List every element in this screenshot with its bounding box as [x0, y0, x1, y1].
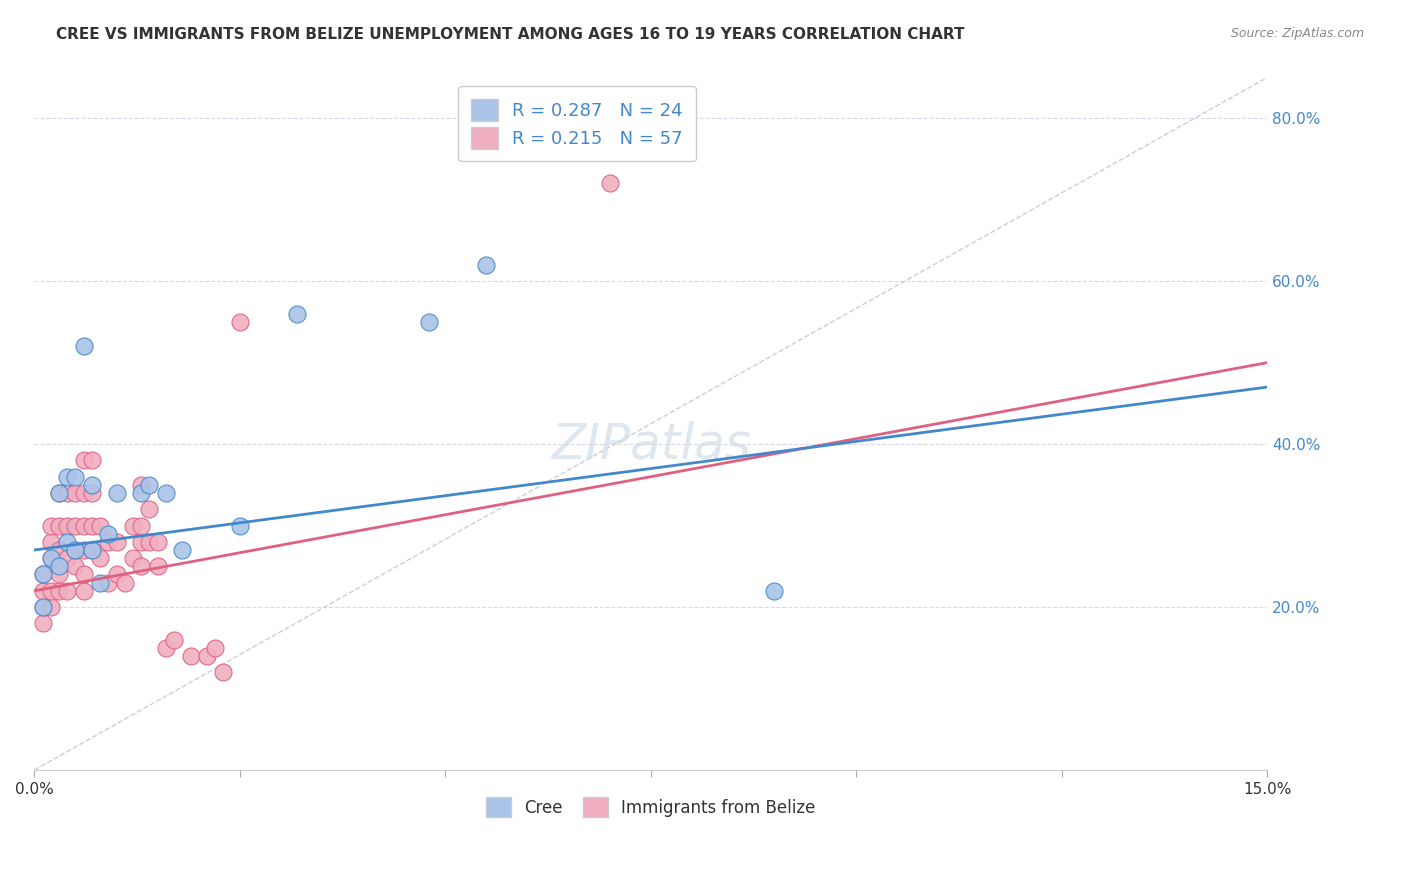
Point [97, 526, 120, 541]
Point [39, 534, 62, 549]
Point [172, 543, 194, 558]
Point [73, 518, 96, 533]
Point [89, 551, 111, 566]
Point [105, 534, 128, 549]
Point [73, 339, 96, 353]
Point [129, 534, 152, 549]
Point [48, 559, 70, 574]
Point [204, 640, 226, 655]
Point [48, 567, 70, 582]
Point [155, 640, 177, 655]
Point [80, 543, 103, 558]
Point [65, 486, 87, 500]
Point [122, 518, 145, 533]
Point [146, 559, 169, 574]
Point [73, 453, 96, 467]
Point [89, 518, 111, 533]
Point [229, 315, 252, 329]
Point [39, 600, 62, 615]
Point [80, 486, 103, 500]
Point [763, 583, 786, 598]
Point [195, 648, 218, 663]
Legend: Cree, Immigrants from Belize: Cree, Immigrants from Belize [479, 790, 823, 824]
Point [56, 518, 79, 533]
Point [475, 258, 498, 272]
Point [39, 551, 62, 566]
Point [122, 551, 145, 566]
Point [89, 575, 111, 590]
Point [31, 583, 53, 598]
Point [65, 469, 87, 483]
Point [229, 518, 252, 533]
Point [418, 315, 440, 329]
Text: ZIPatlas: ZIPatlas [551, 420, 751, 468]
Point [31, 600, 53, 615]
Point [48, 543, 70, 558]
Point [48, 486, 70, 500]
Point [80, 543, 103, 558]
Point [65, 559, 87, 574]
Text: CREE VS IMMIGRANTS FROM BELIZE UNEMPLOYMENT AMONG AGES 16 TO 19 YEARS CORRELATIO: CREE VS IMMIGRANTS FROM BELIZE UNEMPLOYM… [56, 27, 965, 42]
Point [39, 518, 62, 533]
Point [56, 469, 79, 483]
Point [105, 486, 128, 500]
Point [599, 177, 621, 191]
Point [48, 486, 70, 500]
Point [73, 486, 96, 500]
Point [73, 543, 96, 558]
Point [163, 632, 186, 647]
Point [80, 453, 103, 467]
Point [129, 478, 152, 492]
Point [155, 486, 177, 500]
Point [212, 665, 235, 680]
Point [65, 518, 87, 533]
Point [105, 567, 128, 582]
Point [56, 583, 79, 598]
Point [97, 575, 120, 590]
Point [180, 648, 202, 663]
Point [56, 551, 79, 566]
Point [56, 486, 79, 500]
Point [80, 478, 103, 492]
Point [138, 502, 160, 516]
Point [48, 518, 70, 533]
Point [65, 543, 87, 558]
Point [114, 575, 136, 590]
Point [129, 486, 152, 500]
Point [129, 518, 152, 533]
Point [31, 567, 53, 582]
Point [287, 307, 309, 321]
Point [146, 534, 169, 549]
Point [73, 583, 96, 598]
Point [65, 543, 87, 558]
Point [73, 567, 96, 582]
Point [48, 583, 70, 598]
Point [129, 559, 152, 574]
Point [138, 478, 160, 492]
Point [138, 534, 160, 549]
Point [80, 518, 103, 533]
Point [31, 567, 53, 582]
Point [31, 616, 53, 631]
Point [39, 551, 62, 566]
Point [97, 534, 120, 549]
Text: Source: ZipAtlas.com: Source: ZipAtlas.com [1230, 27, 1364, 40]
Point [56, 534, 79, 549]
Point [31, 600, 53, 615]
Point [39, 583, 62, 598]
